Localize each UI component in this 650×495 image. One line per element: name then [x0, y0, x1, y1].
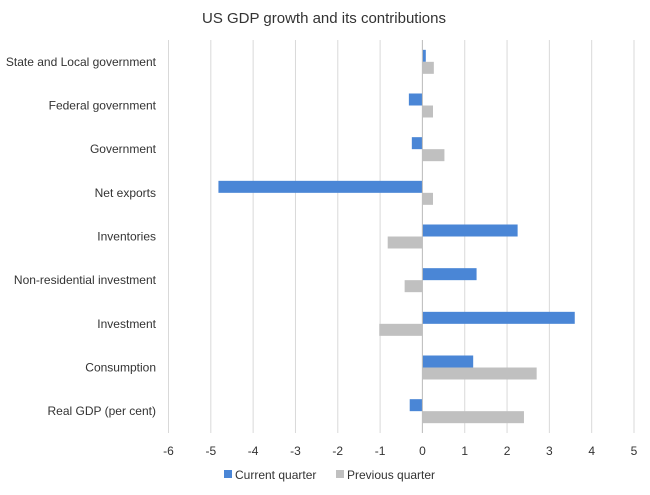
bar-current-quarter — [422, 49, 426, 62]
bar-previous-quarter — [422, 367, 537, 380]
bar-previous-quarter — [422, 105, 433, 118]
bar-current-quarter — [218, 180, 423, 193]
x-tick-label: -1 — [375, 444, 386, 458]
x-tick-label: -2 — [332, 444, 343, 458]
bar-current-quarter — [422, 224, 518, 237]
bar-current-quarter — [411, 137, 423, 150]
x-tick-label: 5 — [631, 444, 638, 458]
x-tick-label: -5 — [205, 444, 216, 458]
category-label: Non-residential investment — [14, 273, 157, 287]
category-label: Real GDP (per cent) — [48, 404, 157, 418]
category-labels: State and Local government Federal govern… — [6, 55, 157, 418]
bar-current-quarter — [422, 268, 477, 281]
category-label: State and Local government — [6, 55, 157, 69]
x-tick-label: 4 — [588, 444, 595, 458]
x-tick-labels: -6 -5 -4 -3 -2 -1 0 1 2 3 4 5 — [163, 444, 637, 458]
bar-current-quarter — [422, 311, 575, 324]
x-tick-label: 1 — [461, 444, 468, 458]
bar-previous-quarter — [379, 323, 423, 336]
legend-label-previous-quarter: Previous quarter — [347, 468, 435, 482]
x-tick-label: -3 — [290, 444, 301, 458]
x-tick-label: -6 — [163, 444, 174, 458]
bar-current-quarter — [409, 399, 423, 412]
bar-current-quarter — [422, 355, 474, 368]
bar-current-quarter — [408, 93, 423, 106]
category-label: Inventories — [97, 230, 156, 244]
bar-previous-quarter — [422, 61, 434, 74]
bar-previous-quarter — [422, 411, 524, 424]
x-tick-label: 3 — [546, 444, 553, 458]
chart-title: US GDP growth and its contributions — [202, 10, 446, 27]
category-label: Government — [90, 142, 157, 156]
legend-label-current-quarter: Current quarter — [235, 468, 316, 482]
x-tick-label: 0 — [419, 444, 426, 458]
legend-swatch-current-quarter — [224, 470, 232, 478]
legend-swatch-previous-quarter — [336, 470, 344, 478]
bar-previous-quarter — [422, 192, 433, 205]
bar-previous-quarter — [387, 236, 423, 249]
x-tick-label: -4 — [248, 444, 259, 458]
legend: Current quarter Previous quarter — [224, 468, 435, 482]
bars — [218, 40, 575, 433]
category-label: Investment — [97, 317, 156, 331]
bar-previous-quarter — [404, 280, 423, 293]
bar-previous-quarter — [422, 149, 445, 162]
x-tick-label: 2 — [504, 444, 511, 458]
category-label: Consumption — [85, 361, 156, 375]
category-label: Net exports — [95, 186, 156, 200]
category-label: Federal government — [49, 99, 157, 113]
